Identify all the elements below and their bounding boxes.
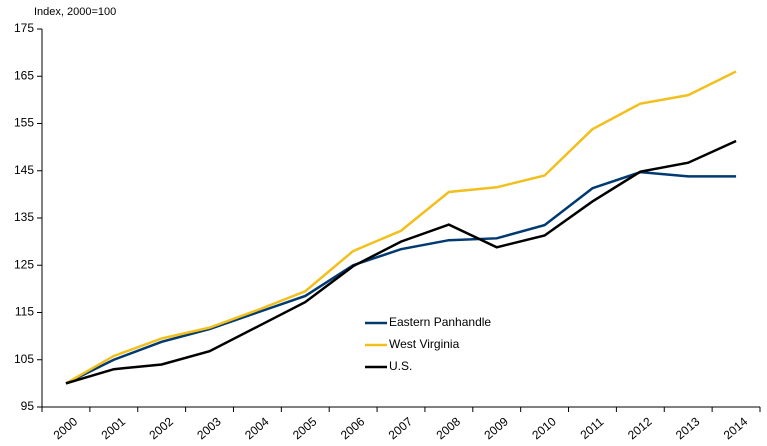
y-tick-label: 165: [14, 68, 34, 82]
x-tick-label: 2005: [290, 414, 320, 442]
legend-label: Eastern Panhandle: [389, 315, 491, 329]
x-tick-label: 2014: [721, 414, 751, 442]
x-tick-label: 2008: [434, 414, 464, 442]
y-tick-label: 175: [14, 21, 34, 35]
x-tick-label: 2009: [481, 414, 511, 442]
y-tick-label: 115: [15, 305, 34, 319]
y-tick-label: 155: [14, 116, 34, 130]
legend-label: U.S.: [389, 359, 412, 373]
y-tick-label: 145: [14, 163, 34, 177]
series-line: [65, 170, 737, 385]
legend-label: West Virginia: [389, 337, 460, 351]
x-tick-label: 2002: [146, 414, 176, 442]
y-tick-label: 105: [14, 352, 34, 366]
x-tick-label: 2011: [578, 415, 607, 443]
x-tick-label: 2012: [625, 414, 655, 442]
x-tick-label: 2010: [529, 414, 559, 442]
series-line: [65, 70, 737, 385]
y-tick-label: 95: [21, 399, 35, 413]
x-tick-label: 2003: [194, 414, 224, 442]
x-tick-label: 2000: [51, 414, 81, 442]
y-tick-label: 135: [14, 210, 34, 224]
x-tick-label: 2004: [242, 414, 272, 442]
x-tick-label: 2007: [386, 414, 416, 442]
x-tick-label: 2013: [673, 414, 703, 442]
x-tick-label: 2006: [338, 414, 368, 442]
y-axis-label: Index, 2000=100: [34, 6, 116, 18]
x-tick-label: 2001: [99, 414, 129, 442]
series-line: [65, 139, 737, 385]
y-tick-label: 125: [14, 257, 34, 271]
